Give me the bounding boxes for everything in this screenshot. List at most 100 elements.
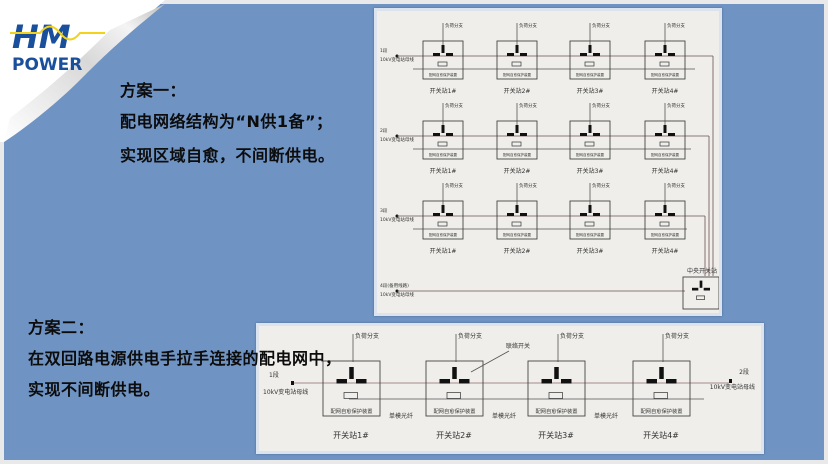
load-branch-label: 负荷分支 [665, 332, 689, 340]
station-label: 开关站2# [436, 430, 472, 440]
station-label: 开关站4# [643, 430, 679, 440]
load-branch-label: 负荷分支 [445, 22, 463, 29]
station-box [569, 120, 611, 160]
load-branch-label: 负荷分支 [592, 182, 610, 189]
switch-right-icon [520, 213, 527, 216]
switch-left-icon [655, 53, 662, 56]
device-label: 配网自愈保护装置 [429, 152, 457, 157]
device-label: 配网自愈保护装置 [651, 152, 679, 157]
station-box [425, 360, 484, 417]
load-branch-label: 负荷分支 [667, 22, 685, 29]
switch-vertical-icon [441, 45, 445, 53]
load-branch-label: 负荷分支 [667, 182, 685, 189]
station-box [644, 40, 686, 80]
device-label: 配网自愈保护装置 [576, 232, 604, 237]
switch-left-icon [433, 213, 440, 216]
station-label: 开关站2# [504, 167, 531, 175]
right-segment-label: 2段 [739, 368, 749, 376]
load-branch-label: 负荷分支 [667, 102, 685, 109]
backup-segment-label: 4段(备用线路) [380, 282, 409, 289]
diagram-dual-loop: 1段 10kV变电站母线 2段 10kV变电站母线 负荷分支 配网自愈保护装置 开关站1# 单… [256, 323, 764, 454]
device-label: 配网自愈保护装置 [576, 72, 604, 77]
backup-bus-label: 10kV变电站母线 [380, 291, 414, 298]
switch-right-icon [459, 379, 470, 384]
switch-right-icon [593, 213, 600, 216]
station-label: 开关站3# [577, 167, 604, 175]
left-segment-label: 1段 [269, 371, 279, 379]
station-box [422, 200, 464, 240]
protection-unit-icon [696, 295, 705, 300]
switch-right-icon [520, 133, 527, 136]
station-box [496, 120, 538, 160]
station-box [569, 40, 611, 80]
fiber-label: 单模光纤 [492, 412, 516, 420]
station-label: 开关站1# [430, 87, 457, 95]
protection-unit-icon [659, 141, 670, 147]
device-label: 配网自愈保护装置 [434, 407, 476, 415]
switch-right-icon [668, 213, 675, 216]
switch-right-icon [668, 133, 675, 136]
protection-unit-icon [511, 61, 522, 67]
switch-vertical-icon [663, 45, 667, 53]
protection-unit-icon [584, 221, 595, 227]
switch-left-icon [580, 133, 587, 136]
switch-left-icon [507, 53, 514, 56]
protection-unit-icon [659, 221, 670, 227]
switch-vertical-icon [588, 125, 592, 133]
bus-label: 10kV变电站母线 [380, 216, 414, 223]
bus-node-icon [729, 379, 732, 383]
switch-left-icon [655, 213, 662, 216]
load-branch-label: 负荷分支 [592, 102, 610, 109]
station-box [422, 40, 464, 80]
switch-right-icon [703, 287, 710, 291]
switch-right-icon [561, 379, 572, 384]
station-box [644, 120, 686, 160]
station-label: 开关站1# [430, 167, 457, 175]
switch-vertical-icon [515, 205, 519, 213]
fiber-label: 单模光纤 [594, 412, 618, 420]
station-box [527, 360, 586, 417]
switch-left-icon [507, 133, 514, 136]
station-box [496, 40, 538, 80]
tie-switch-label: 联络开关 [506, 342, 530, 350]
switch-left-icon [433, 53, 440, 56]
logo-hm-text: HM [12, 18, 71, 56]
protection-unit-icon [343, 392, 358, 399]
switch-right-icon [593, 133, 600, 136]
protection-unit-icon [511, 221, 522, 227]
load-branch-label: 负荷分支 [560, 332, 584, 340]
switch-vertical-icon [554, 367, 559, 379]
load-branch-label: 负荷分支 [445, 182, 463, 189]
station-box [496, 200, 538, 240]
bus-segment-label: 3段 [380, 207, 388, 214]
tie-switch-pointer [470, 350, 510, 373]
station-label: 开关站1# [430, 247, 457, 255]
switch-vertical-icon [452, 367, 457, 379]
plan1-line2: 实现区域自愈，不间断供电。 [120, 146, 335, 165]
protection-unit-icon [659, 61, 670, 67]
station-label: 开关站4# [652, 87, 679, 95]
device-label: 配网自愈保护装置 [536, 407, 578, 415]
station-label: 开关站3# [538, 430, 574, 440]
switch-left-icon [580, 53, 587, 56]
bus-label: 10kV变电站母线 [380, 56, 414, 63]
load-branch-label: 负荷分支 [519, 182, 537, 189]
station-label: 开关站2# [504, 247, 531, 255]
switch-left-icon [655, 133, 662, 136]
plan2-title: 方案二： [28, 318, 95, 337]
station-box [644, 200, 686, 240]
switch-vertical-icon [588, 45, 592, 53]
switch-vertical-icon [699, 280, 703, 288]
switch-vertical-icon [659, 367, 664, 379]
plan1-title: 方案一： [120, 81, 187, 100]
bus-segment-label: 1段 [380, 47, 388, 54]
switch-right-icon [668, 53, 675, 56]
station-box [632, 360, 691, 417]
station-label: 开关站3# [577, 247, 604, 255]
station-box [422, 120, 464, 160]
station-box [322, 360, 381, 417]
device-label: 配网自愈保护装置 [503, 152, 531, 157]
device-label: 配网自愈保护装置 [576, 152, 604, 157]
page-curl-decoration [0, 0, 165, 142]
right-bus-label: 10kV变电站母线 [710, 383, 755, 391]
